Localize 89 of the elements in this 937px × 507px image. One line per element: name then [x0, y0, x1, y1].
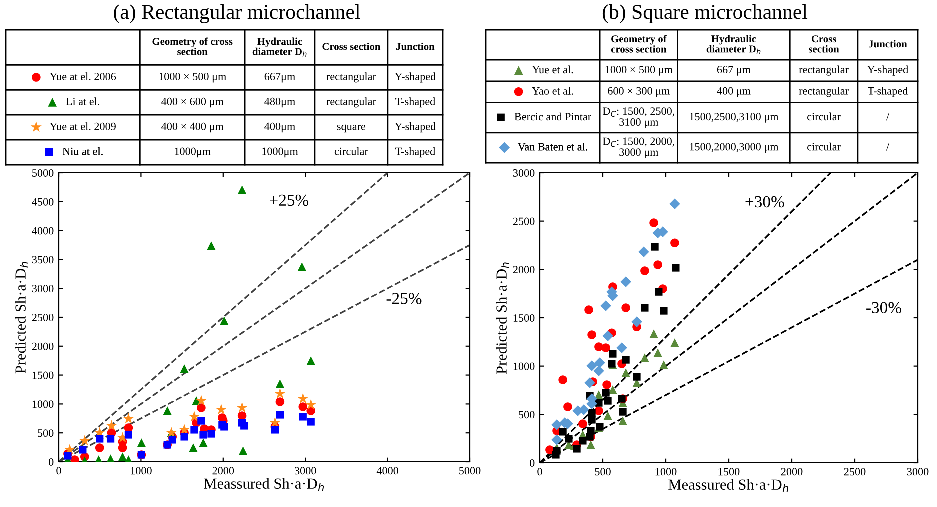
x-tick-label: 1500 — [718, 468, 740, 476]
legend-label: Li at el. — [66, 98, 100, 106]
y-tick-label: 4500 — [32, 198, 54, 206]
annotation: -30% — [866, 302, 902, 314]
text: 1000 × 500 μm — [606, 66, 673, 76]
text: Geometry of cross section — [152, 38, 233, 56]
text: 1000μm — [262, 148, 298, 158]
text: 1000μm — [175, 148, 211, 158]
text: D$_{C}$: 1500, 2500, 3100 μm — [602, 108, 674, 128]
text: Cross section — [809, 36, 840, 53]
text: 1000 × 500 μm — [160, 72, 226, 83]
legend-label: Bercic and Pintar — [514, 112, 592, 121]
x-tick-label: 5000 — [460, 467, 481, 475]
x-axis-title: Meassured Sh·a·D$_{h}$ — [668, 479, 789, 492]
text: Geometry of cross section — [611, 35, 667, 53]
y-tick-label: 3500 — [32, 256, 54, 264]
text: rectangular — [326, 98, 376, 108]
text: 400μm — [264, 122, 296, 133]
text: rectangular — [326, 72, 376, 83]
x-tick-label: 0 — [538, 468, 542, 476]
text: T-shaped — [396, 98, 436, 108]
y-tick-label: 3000 — [32, 285, 54, 293]
x-tick-label: 3000 — [907, 468, 929, 476]
text: Y-shaped — [394, 122, 436, 133]
legend-label: Niu at el. — [62, 148, 103, 156]
text: 1500,2000,3000 μm — [690, 143, 779, 153]
y-tick-label: 3000 — [513, 169, 535, 177]
legend-label: Yao et al. — [532, 87, 574, 95]
y-tick-label: 0 — [49, 458, 54, 466]
y-tick-label: 2500 — [513, 218, 535, 226]
text: Hydraulic diameter D$_{h}$ — [252, 38, 307, 57]
text: Y-shaped — [867, 66, 909, 76]
x-tick-label: 2000 — [781, 468, 803, 476]
text: 480μm — [264, 98, 296, 108]
x-tick-label: 2000 — [212, 467, 234, 475]
text: rectangular — [799, 87, 849, 98]
legend-label: Yue et al. — [532, 66, 574, 74]
y-tick-label: 0 — [530, 459, 535, 467]
y-axis-title: Predicted Sh·a·D$_{h}$ — [15, 262, 28, 374]
text: 400 × 600 μm — [162, 98, 224, 108]
y-tick-label: 1500 — [32, 372, 54, 380]
text: circular — [808, 112, 841, 121]
text: 1500,2500,3100 μm — [690, 113, 779, 123]
y-tick-label: 500 — [519, 411, 535, 419]
y-tick-label: 1500 — [514, 314, 535, 322]
text: D$_{C}$: 1500, 2000, 3000 μm — [602, 138, 674, 158]
chart-title: (a) Rectangular microchannel — [114, 4, 360, 24]
legend-label: Van Baten et al. — [518, 142, 588, 151]
y-tick-label: 4000 — [32, 227, 54, 235]
text: / — [886, 143, 890, 151]
text: 600 × 300 μm — [608, 87, 670, 98]
text: 400 × 400 μm — [162, 122, 224, 133]
y-tick-label: 500 — [38, 430, 54, 438]
y-axis-title: Predicted Sh·a·D$_{h}$ — [496, 262, 510, 374]
text: Cross section — [322, 42, 381, 50]
y-tick-label: 2000 — [32, 342, 54, 350]
text: / — [886, 113, 890, 121]
text: square — [337, 124, 366, 133]
x-tick-label: 1000 — [656, 468, 677, 476]
y-tick-label: 5000 — [32, 169, 54, 177]
y-tick-label: 1000 — [32, 400, 54, 408]
text: Junction — [869, 40, 908, 48]
y-tick-label: 1000 — [514, 362, 535, 370]
annotation: +25% — [270, 194, 309, 206]
x-tick-label: 500 — [595, 468, 611, 476]
x-tick-label: 4000 — [376, 467, 398, 475]
legend-label: Yue at el. 2006 — [50, 72, 116, 81]
annotation: -25% — [386, 293, 422, 304]
text: circular — [334, 147, 368, 156]
text: 667 μm — [717, 66, 751, 76]
text: T-shaped — [396, 147, 436, 158]
annotation: +30% — [746, 196, 784, 208]
text: 667μm — [264, 72, 296, 83]
x-tick-label: 3000 — [295, 467, 316, 475]
chart-title: (b) Square microchannel — [602, 4, 808, 24]
y-tick-label: 2500 — [32, 314, 54, 322]
text: circular — [808, 142, 841, 151]
x-tick-label: 1000 — [131, 467, 152, 475]
x-axis-title: Meassured Sh·a·D$_{h}$ — [204, 478, 324, 492]
text: 400 μm — [717, 87, 751, 98]
text: Junction — [396, 42, 435, 50]
text: rectangular — [799, 66, 849, 76]
y-tick-label: 2000 — [513, 266, 535, 274]
text: Y-shaped — [394, 72, 436, 83]
x-tick-label: 0 — [56, 467, 62, 475]
text: Hydraulic diameter D$_{h}$ — [706, 35, 761, 54]
x-tick-label: 2500 — [844, 468, 866, 476]
legend-label: Yue at el. 2009 — [50, 122, 116, 130]
text: T-shaped — [868, 87, 908, 98]
